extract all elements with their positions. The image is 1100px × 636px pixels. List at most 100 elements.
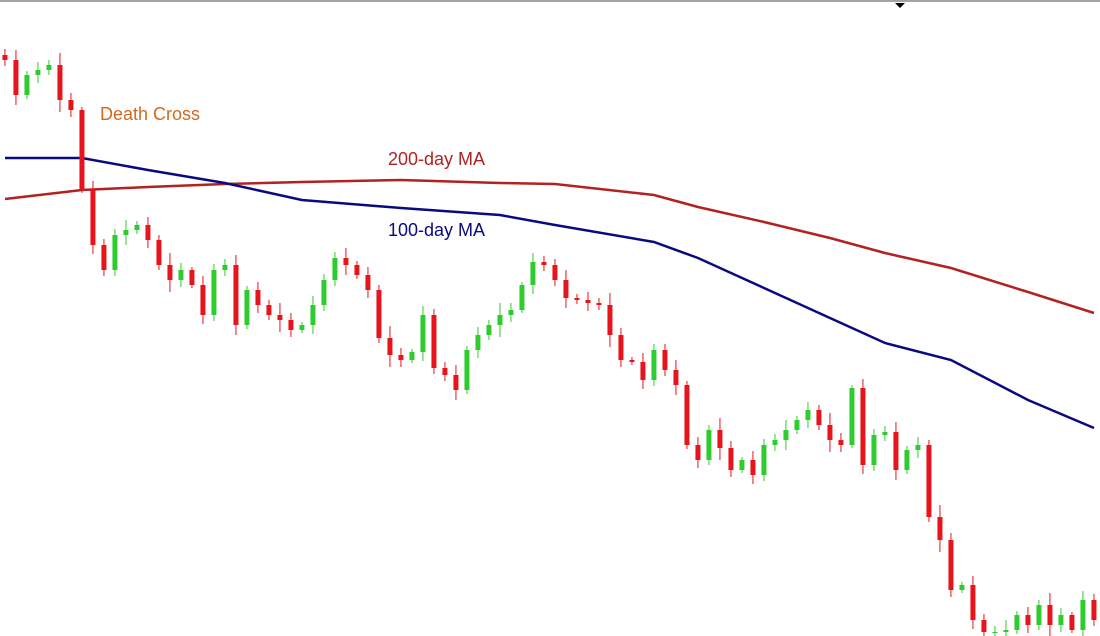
candle-body: [695, 445, 701, 460]
candle-body: [266, 305, 272, 315]
candle-body: [464, 350, 470, 390]
series-label: 100-day MA: [388, 220, 485, 240]
candle-body: [409, 352, 415, 360]
candle-body: [453, 375, 459, 390]
candle-body: [1080, 600, 1086, 630]
candle-body: [145, 225, 151, 240]
candle-body: [959, 585, 965, 590]
moving-average: [5, 156, 1095, 430]
candle-body: [2, 55, 8, 60]
candle-body: [970, 585, 976, 620]
candle-body: [134, 225, 140, 230]
candle-body: [805, 410, 811, 420]
candle-body: [948, 540, 954, 590]
candle-body: [310, 305, 316, 325]
candle-body: [277, 315, 283, 320]
candle-body: [1047, 605, 1053, 625]
candle-body: [211, 270, 217, 315]
candle-body: [651, 350, 657, 380]
candle-body: [640, 362, 646, 380]
candle-body: [486, 325, 492, 335]
candle-body: [992, 632, 998, 633]
candle-body: [1091, 600, 1097, 620]
candle-body: [101, 245, 107, 270]
candle-body: [167, 265, 173, 280]
candle-body: [915, 445, 921, 450]
annotation: Death Cross: [100, 104, 200, 124]
candle-body: [794, 420, 800, 430]
candle-body: [519, 285, 525, 310]
candle-body: [772, 440, 778, 445]
candle-body: [728, 448, 734, 470]
candle-body: [233, 265, 239, 325]
candle-body: [508, 310, 514, 315]
candle-body: [475, 335, 481, 350]
candle-body: [200, 285, 206, 315]
candle-body: [90, 190, 96, 245]
candle-body: [68, 100, 74, 110]
candle-body: [618, 335, 624, 360]
candle-body: [13, 60, 19, 95]
candle-body: [574, 298, 580, 300]
candle-body: [541, 262, 547, 265]
candle-body: [1025, 615, 1031, 625]
candle-body: [783, 430, 789, 440]
candle-body: [838, 440, 844, 445]
candle-body: [112, 235, 118, 270]
candle-body: [431, 315, 437, 368]
candle-body: [244, 290, 250, 325]
candle-body: [926, 445, 932, 517]
candle-body: [46, 65, 52, 70]
candle-body: [563, 280, 569, 298]
candle-body: [937, 517, 943, 540]
candle-body: [222, 265, 228, 270]
candle-body: [79, 110, 85, 190]
candle-body: [596, 303, 602, 305]
candle-body: [1036, 605, 1042, 625]
candle-body: [530, 262, 536, 285]
candle-body: [156, 240, 162, 265]
candle-body: [1069, 615, 1075, 630]
candle-body: [288, 320, 294, 330]
candle-body: [750, 460, 756, 475]
candle-body: [552, 265, 558, 280]
candle-body: [849, 388, 855, 445]
candle-body: [332, 258, 338, 280]
candle-body: [706, 430, 712, 460]
candle-body: [398, 355, 404, 360]
candle-body: [860, 388, 866, 465]
scroll-marker: [895, 3, 905, 8]
candle-body: [57, 65, 63, 100]
moving-average: [4, 178, 1095, 315]
candle-body: [739, 460, 745, 470]
candle-body: [354, 265, 360, 275]
candle-body: [882, 432, 888, 435]
candle-body: [343, 258, 349, 265]
candle-body: [673, 370, 679, 385]
candle-body: [365, 275, 371, 290]
candle-body: [585, 300, 591, 303]
candle-body: [607, 305, 613, 335]
candle-body: [1058, 615, 1064, 625]
candle-body: [178, 270, 184, 280]
candle-body: [35, 70, 41, 75]
candle-body: [189, 270, 195, 285]
candle-body: [662, 350, 668, 370]
candle-body: [387, 338, 393, 355]
candle-body: [684, 385, 690, 445]
candle-body: [255, 290, 261, 305]
candle-body: [629, 360, 635, 362]
candle-body: [376, 290, 382, 338]
candle-body: [1014, 615, 1020, 630]
candle-body: [893, 432, 899, 470]
candle-body: [981, 620, 987, 632]
candle-body: [761, 445, 767, 475]
candle-body: [816, 410, 822, 425]
candle-body: [1003, 630, 1009, 632]
candle-body: [123, 230, 129, 235]
candle-body: [420, 315, 426, 352]
candle-body: [904, 450, 910, 470]
candle-body: [717, 430, 723, 448]
